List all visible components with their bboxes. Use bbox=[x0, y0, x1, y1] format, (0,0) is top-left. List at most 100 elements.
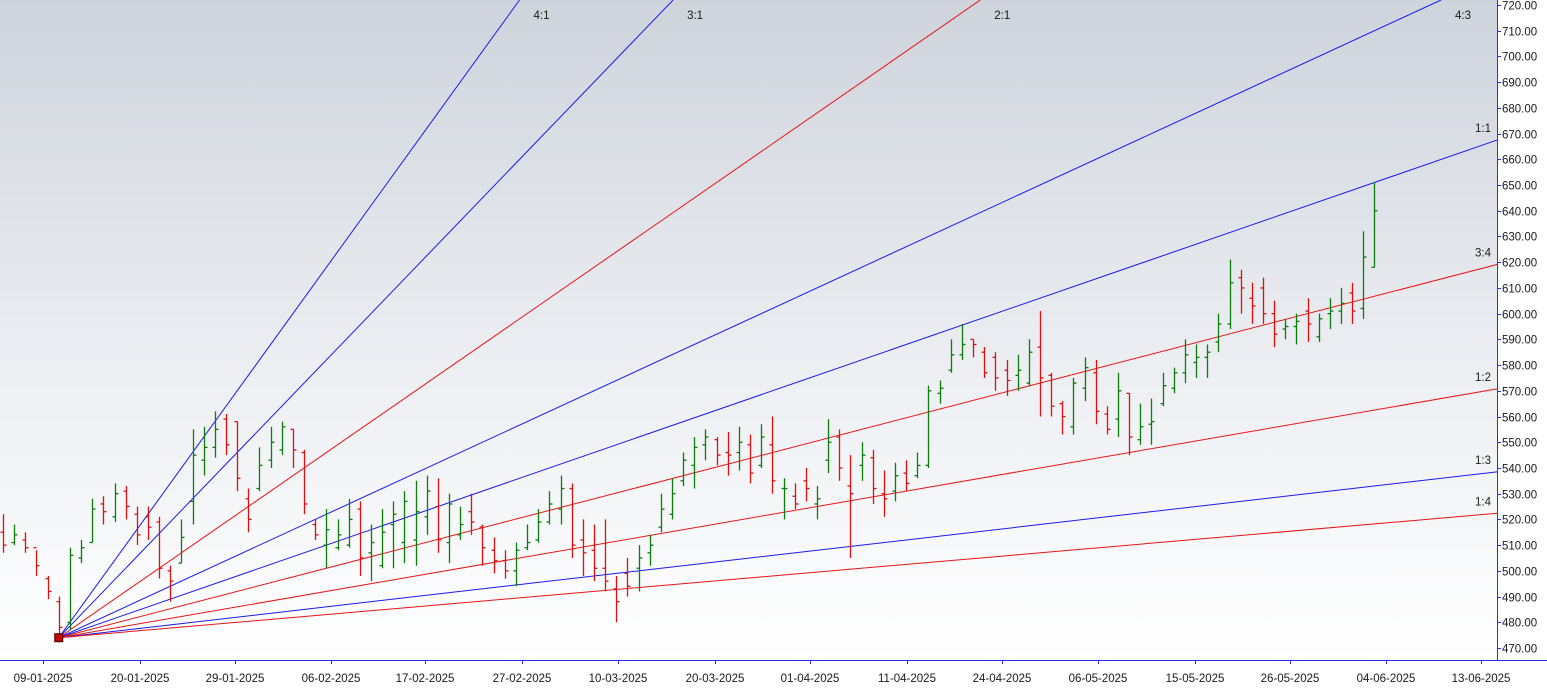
gann-line-1-2 bbox=[58, 388, 1498, 639]
gann-line-4-3 bbox=[58, 0, 1442, 639]
x-tick-label: 27-02-2025 bbox=[493, 673, 552, 685]
y-tick-label: 670.00 bbox=[1502, 130, 1537, 142]
ohlc-bar bbox=[45, 575, 52, 600]
ohlc-bar bbox=[613, 575, 620, 623]
ohlc-bar bbox=[312, 519, 319, 540]
gann-fan-labels: 4:1 3:1 2:1 4:3 1:1 3:4 1:2 1:3 1:4 bbox=[534, 10, 1492, 508]
ohlc-bar bbox=[1026, 339, 1033, 386]
x-tick-label: 13-06-2025 bbox=[1452, 673, 1511, 685]
gann-line-4-1 bbox=[58, 0, 520, 639]
x-tick-label: 06-02-2025 bbox=[302, 673, 361, 685]
ohlc-bar bbox=[22, 532, 29, 553]
ohlc-bar bbox=[1160, 372, 1167, 407]
ohlc-bar bbox=[11, 524, 18, 546]
ohlc-bar bbox=[223, 413, 230, 456]
ohlc-bar bbox=[691, 437, 698, 489]
ohlc-bar bbox=[1126, 392, 1133, 456]
x-axis: 09-01-2025 20-01-2025 29-01-2025 06-02-2025… bbox=[14, 660, 1511, 685]
ohlc-bar bbox=[502, 550, 509, 579]
ohlc-bar bbox=[524, 524, 531, 551]
y-tick-label: 540.00 bbox=[1502, 464, 1537, 476]
gann-label-4-3: 4:3 bbox=[1455, 10, 1471, 22]
ohlc-bar bbox=[558, 475, 565, 525]
x-tick-label: 26-05-2025 bbox=[1261, 673, 1320, 685]
ohlc-bar bbox=[1093, 359, 1100, 425]
ohlc-bar bbox=[368, 524, 375, 582]
y-tick-label: 600.00 bbox=[1502, 310, 1537, 322]
ohlc-bar bbox=[1349, 282, 1356, 324]
y-axis-background bbox=[1497, 0, 1547, 692]
ohlc-bar bbox=[747, 434, 754, 484]
ohlc-bar bbox=[134, 506, 141, 546]
ohlc-bar bbox=[1316, 313, 1323, 342]
y-tick-label: 510.00 bbox=[1502, 541, 1537, 553]
gann-line-1-1 bbox=[58, 139, 1498, 639]
y-tick-label: 690.00 bbox=[1502, 78, 1537, 90]
x-tick-label: 24-04-2025 bbox=[973, 673, 1032, 685]
ohlc-bar bbox=[1238, 269, 1245, 314]
ohlc-bar bbox=[1082, 357, 1089, 402]
ohlc-bar bbox=[1371, 182, 1378, 268]
ohlc-bar bbox=[178, 519, 185, 564]
ohlc-bar bbox=[1059, 401, 1066, 435]
y-tick-label: 560.00 bbox=[1502, 413, 1537, 425]
ohlc-bar bbox=[870, 449, 877, 504]
ohlc-bar bbox=[1104, 406, 1111, 435]
x-tick-label: 06-05-2025 bbox=[1069, 673, 1128, 685]
ohlc-bar bbox=[1260, 277, 1267, 324]
ohlc-bar bbox=[346, 498, 353, 548]
gann-line-3-4 bbox=[58, 263, 1498, 639]
ohlc-bar bbox=[859, 442, 866, 481]
gann-line-1-3 bbox=[58, 471, 1498, 639]
ohlc-bar bbox=[1048, 372, 1055, 417]
ohlc-bar bbox=[123, 485, 130, 520]
y-tick-label: 610.00 bbox=[1502, 284, 1537, 296]
y-tick-label: 580.00 bbox=[1502, 361, 1537, 373]
ohlc-bar bbox=[112, 483, 119, 522]
x-axis-background bbox=[0, 660, 1547, 692]
y-tick-label: 680.00 bbox=[1502, 104, 1537, 116]
ohlc-bar bbox=[925, 385, 932, 468]
ohlc-bar bbox=[702, 429, 709, 461]
ohlc-bar bbox=[825, 419, 832, 474]
ohlc-bar bbox=[234, 421, 241, 492]
ohlc-bar bbox=[725, 431, 732, 476]
ohlc-bar bbox=[290, 428, 297, 468]
ohlc-bar bbox=[1271, 300, 1278, 348]
ohlc-bar bbox=[914, 452, 921, 479]
ohlc-bar bbox=[591, 524, 598, 582]
ohlc-bar bbox=[970, 338, 977, 358]
ohlc-bar bbox=[814, 485, 821, 520]
ohlc-bar bbox=[602, 519, 609, 592]
y-tick-label: 720.00 bbox=[1502, 1, 1537, 13]
ohlc-bar bbox=[1070, 377, 1077, 435]
ohlc-bar bbox=[390, 501, 397, 569]
y-tick-label: 660.00 bbox=[1502, 155, 1537, 167]
x-tick-label: 17-02-2025 bbox=[396, 673, 455, 685]
ohlc-bar bbox=[669, 478, 676, 520]
pivot-marker bbox=[54, 633, 64, 643]
x-tick-label: 10-03-2025 bbox=[589, 673, 648, 685]
ohlc-bar bbox=[569, 483, 576, 558]
ohlc-bar bbox=[580, 519, 587, 576]
y-tick-label: 470.00 bbox=[1502, 644, 1537, 656]
ohlc-bar bbox=[279, 421, 286, 456]
ohlc-bar bbox=[881, 470, 888, 517]
ohlc-bar bbox=[78, 539, 85, 564]
gann-line-1-4 bbox=[58, 512, 1498, 639]
ohlc-bar bbox=[1193, 344, 1200, 378]
ohlc-bar bbox=[647, 534, 654, 566]
ohlc-bar bbox=[981, 347, 988, 378]
ohlc-bar bbox=[1215, 313, 1222, 353]
ohlc-bar bbox=[1204, 344, 1211, 378]
x-tick-label: 20-01-2025 bbox=[111, 673, 170, 685]
ohlc-bar bbox=[1137, 403, 1144, 445]
ohlc-bar bbox=[959, 323, 966, 360]
y-tick-label: 650.00 bbox=[1502, 181, 1537, 193]
x-tick-label: 29-01-2025 bbox=[206, 673, 265, 685]
ohlc-bar bbox=[513, 542, 520, 587]
ohlc-bar bbox=[624, 557, 631, 597]
ohlc-bar bbox=[379, 509, 386, 569]
ohlc-bar bbox=[736, 426, 743, 471]
ohlc-bar bbox=[245, 488, 252, 533]
